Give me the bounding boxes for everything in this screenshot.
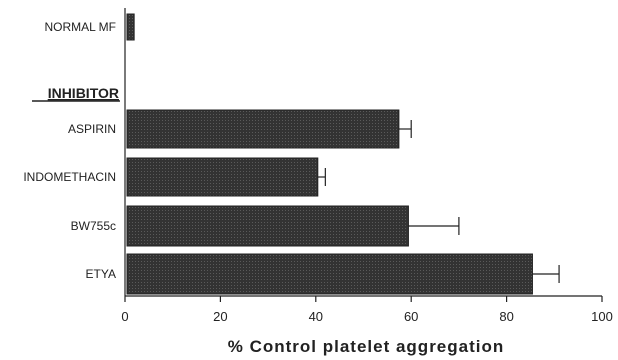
category-labels: NORMAL MF ASPIRIN INDOMETHACIN BW755c ETYA: [23, 20, 116, 281]
category-label: ETYA: [86, 267, 116, 281]
bar-bw755c: [126, 205, 409, 247]
category-label: INDOMETHACIN: [23, 170, 116, 184]
x-tick-label: 0: [121, 309, 128, 324]
error-bars: [317, 120, 560, 283]
x-tick-label: 20: [213, 309, 227, 324]
bar-indomethacin: [126, 157, 319, 197]
x-tick-label: 100: [591, 309, 613, 324]
bars: [126, 13, 533, 295]
inhibitor-group-label: INHIBITOR: [48, 85, 119, 101]
x-tick-label: 80: [499, 309, 513, 324]
category-label: BW755c: [71, 219, 116, 233]
bar-etya: [126, 253, 533, 295]
x-axis: 0 20 40 60 80 100: [121, 8, 613, 324]
x-tick-label: 60: [404, 309, 418, 324]
x-axis-title: % Control platelet aggregation: [228, 337, 505, 356]
category-label: NORMAL MF: [44, 20, 116, 34]
bar-normal-mf: [126, 13, 135, 41]
bar-aspirin: [126, 109, 400, 149]
x-tick-label: 40: [309, 309, 323, 324]
category-label: ASPIRIN: [68, 122, 116, 136]
